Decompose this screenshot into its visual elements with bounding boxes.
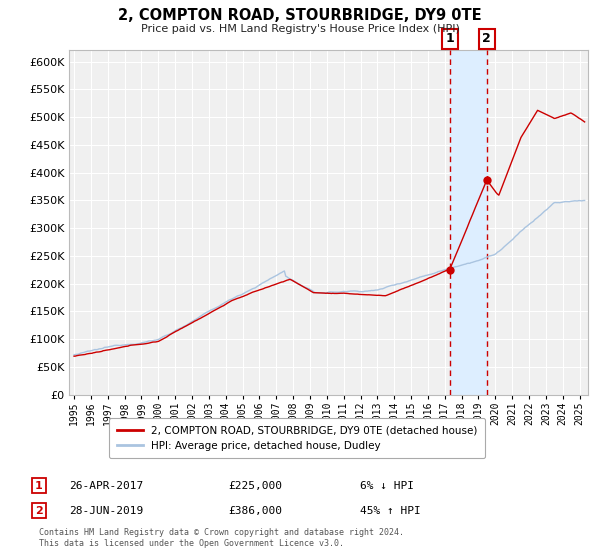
Text: 6% ↓ HPI: 6% ↓ HPI <box>360 480 414 491</box>
Legend: 2, COMPTON ROAD, STOURBRIDGE, DY9 0TE (detached house), HPI: Average price, deta: 2, COMPTON ROAD, STOURBRIDGE, DY9 0TE (d… <box>109 418 485 458</box>
Text: 26-APR-2017: 26-APR-2017 <box>69 480 143 491</box>
Text: £225,000: £225,000 <box>228 480 282 491</box>
Text: 28-JUN-2019: 28-JUN-2019 <box>69 506 143 516</box>
Text: 2, COMPTON ROAD, STOURBRIDGE, DY9 0TE: 2, COMPTON ROAD, STOURBRIDGE, DY9 0TE <box>118 8 482 24</box>
Text: 2: 2 <box>35 506 43 516</box>
Text: 1: 1 <box>445 32 454 45</box>
Text: Contains HM Land Registry data © Crown copyright and database right 2024.
This d: Contains HM Land Registry data © Crown c… <box>39 528 404 548</box>
Bar <box>450 50 487 395</box>
Text: 1: 1 <box>35 480 43 491</box>
Text: Price paid vs. HM Land Registry's House Price Index (HPI): Price paid vs. HM Land Registry's House … <box>140 24 460 34</box>
Text: £386,000: £386,000 <box>228 506 282 516</box>
Text: 45% ↑ HPI: 45% ↑ HPI <box>360 506 421 516</box>
Text: 2: 2 <box>482 32 491 45</box>
